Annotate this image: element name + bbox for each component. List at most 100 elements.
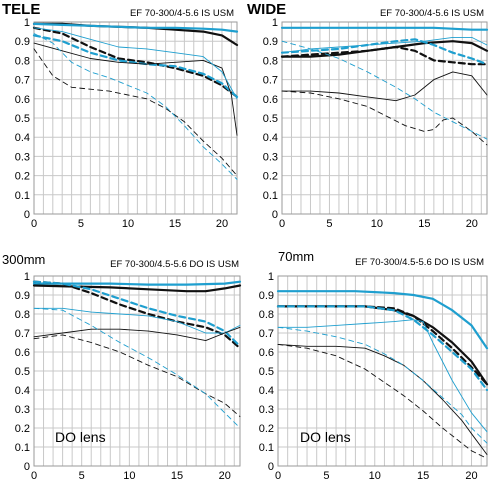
y-tick-label: 0.5	[15, 366, 30, 378]
y-tick-label: 0.3	[15, 404, 30, 416]
plot-frame	[281, 21, 488, 215]
lens-subtitle: EF 70-300/4.5-5.6 DO IS USM	[110, 259, 239, 270]
x-tick-label: 20	[216, 218, 228, 230]
y-tick-label: 0.7	[15, 75, 30, 87]
y-tick-label: 0.5	[15, 113, 30, 125]
y-tick-label: 0.3	[263, 151, 278, 163]
lens-subtitle: EF 70-300/4-5.6 IS USM	[380, 8, 484, 19]
mtf-series-line	[32, 280, 242, 350]
x-tick-label: 15	[171, 470, 183, 482]
y-tick-label: 0.4	[259, 385, 274, 397]
x-tick-label: 15	[169, 218, 181, 230]
y-tick-label: 0.5	[259, 366, 274, 378]
y-tick-label: 0.4	[15, 132, 30, 144]
mtf-series-line	[32, 280, 242, 348]
y-tick-label: 0.8	[259, 309, 274, 321]
mtf-series-line	[33, 307, 241, 334]
x-tick-label: 20	[466, 218, 478, 230]
mtf-series-line	[33, 33, 238, 180]
y-tick-label: 0.4	[263, 132, 278, 144]
mtf-series-line	[32, 26, 239, 99]
x-tick-label: 5	[78, 218, 84, 230]
y-tick-label: 0.7	[263, 75, 278, 87]
x-tick-label: 20	[219, 470, 231, 482]
x-tick-label: 10	[371, 218, 383, 230]
y-tick-label: 0	[24, 461, 30, 473]
lens-subtitle: EF 70-300/4.5-5.6 DO IS USM	[355, 257, 484, 268]
mtf-panel-1: 00.10.20.30.40.50.60.70.80.910 5 10 15 20TEL…	[2, 1, 239, 230]
y-tick-label: 0.8	[15, 309, 30, 321]
mtf-series-line	[277, 343, 488, 456]
y-tick-label: 0	[268, 461, 274, 473]
mtf-series-line	[280, 45, 489, 66]
x-tick-label: 0	[279, 218, 285, 230]
chart-title: 300mm	[2, 252, 45, 267]
y-tick-label: 0.1	[259, 442, 274, 454]
chart-title: TELE	[2, 1, 40, 18]
mtf-series-line	[276, 305, 489, 392]
y-tick-label: 0.6	[263, 94, 278, 106]
lens-note: DO lens	[55, 429, 106, 445]
y-tick-label: 0.9	[263, 36, 278, 48]
mtf-series-line	[277, 326, 488, 444]
x-tick-label: 0	[31, 218, 37, 230]
mtf-series-line	[281, 36, 488, 54]
y-tick-label: 0.7	[259, 328, 274, 340]
y-tick-label: 0.5	[263, 113, 278, 125]
y-tick-label: 0.8	[263, 55, 278, 67]
x-tick-label: 0	[275, 470, 281, 482]
x-tick-label: 15	[417, 470, 429, 482]
y-tick-label: 0.9	[15, 290, 30, 302]
x-tick-label: 10	[369, 470, 381, 482]
mtf-panel-4: 00.10.20.30.40.50.60.70.80.910 5 10 15 2070m…	[259, 249, 489, 482]
chart-title: 70mm	[278, 249, 314, 264]
plot-frame	[33, 275, 241, 467]
x-tick-label: 5	[79, 470, 85, 482]
plot-frame	[33, 21, 238, 215]
mtf-series-line	[281, 90, 488, 146]
mtf-panel-2: 00.10.20.30.40.50.60.70.80.910 5 10 15 20WID…	[247, 1, 489, 230]
mtf-series-line	[32, 22, 239, 33]
mtf-series-line	[33, 48, 238, 177]
x-tick-label: 15	[418, 218, 430, 230]
y-tick-label: 0.1	[263, 190, 278, 202]
mtf-series-line	[281, 71, 488, 102]
mtf-series-line	[277, 343, 488, 459]
chart-title: WIDE	[247, 1, 286, 18]
mtf-series-line	[33, 326, 241, 342]
y-tick-label: 0	[272, 209, 278, 221]
y-tick-label: 1	[24, 17, 30, 29]
mtf-panel-3: 00.10.20.30.40.50.60.70.80.910 5 10 15 20300…	[2, 252, 242, 482]
lens-subtitle: EF 70-300/4-5.6 IS USM	[130, 8, 234, 19]
y-tick-label: 0	[24, 209, 30, 221]
mtf-series-line	[32, 280, 242, 286]
y-tick-label: 0.8	[15, 55, 30, 67]
y-tick-label: 0.6	[15, 347, 30, 359]
y-tick-label: 0.1	[15, 442, 30, 454]
mtf-series-line	[277, 319, 488, 433]
y-tick-label: 0.4	[15, 385, 30, 397]
mtf-series-line	[33, 334, 241, 418]
y-tick-label: 0.2	[259, 423, 274, 435]
y-tick-label: 1	[24, 271, 30, 283]
lens-note: DO lens	[300, 429, 351, 445]
x-tick-label: 20	[465, 470, 477, 482]
y-tick-label: 0.6	[15, 94, 30, 106]
mtf-series-line	[280, 26, 489, 31]
y-tick-label: 0.3	[259, 404, 274, 416]
y-tick-label: 0.9	[15, 36, 30, 48]
y-tick-label: 0.3	[15, 151, 30, 163]
y-tick-label: 0.7	[15, 328, 30, 340]
y-tick-label: 1	[268, 271, 274, 283]
mtf-series-line	[276, 290, 489, 350]
x-tick-label: 10	[123, 470, 135, 482]
x-tick-label: 10	[122, 218, 134, 230]
y-tick-label: 0.9	[259, 290, 274, 302]
mtf-series-line	[33, 27, 238, 100]
y-tick-label: 1	[272, 17, 278, 29]
y-tick-label: 0.2	[263, 171, 278, 183]
mtf-series-line	[33, 307, 241, 429]
mtf-series-line	[33, 42, 238, 136]
y-tick-label: 0.2	[15, 423, 30, 435]
